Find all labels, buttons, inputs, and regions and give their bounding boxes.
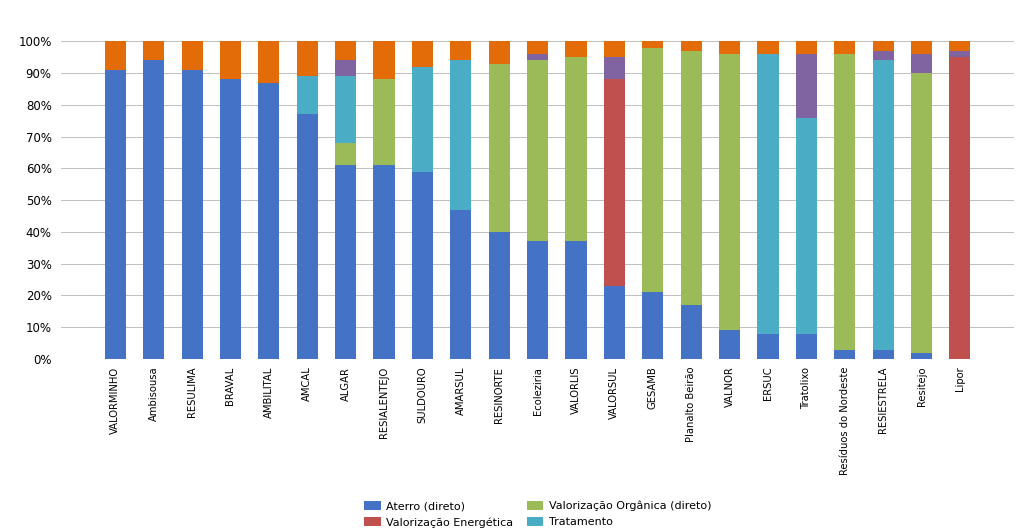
Bar bbox=[335, 165, 356, 359]
Bar bbox=[297, 76, 317, 115]
Bar bbox=[488, 63, 510, 232]
Bar bbox=[451, 41, 471, 60]
Bar bbox=[488, 232, 510, 359]
Bar bbox=[642, 293, 664, 359]
Bar bbox=[681, 41, 701, 51]
Bar bbox=[949, 57, 971, 359]
Bar bbox=[374, 41, 394, 79]
Bar bbox=[565, 241, 587, 359]
Bar bbox=[719, 331, 740, 359]
Bar bbox=[412, 172, 433, 359]
Bar bbox=[220, 79, 241, 359]
Bar bbox=[488, 41, 510, 63]
Bar bbox=[642, 41, 664, 48]
Bar bbox=[604, 79, 625, 286]
Bar bbox=[258, 82, 280, 359]
Bar bbox=[181, 41, 203, 70]
Bar bbox=[796, 54, 817, 118]
Bar bbox=[872, 51, 894, 60]
Bar bbox=[335, 76, 356, 143]
Bar bbox=[758, 334, 778, 359]
Bar bbox=[143, 60, 164, 359]
Bar bbox=[527, 54, 548, 60]
Bar bbox=[143, 41, 164, 60]
Bar bbox=[297, 41, 317, 76]
Bar bbox=[297, 115, 317, 359]
Bar bbox=[412, 41, 433, 67]
Bar bbox=[758, 41, 778, 54]
Bar bbox=[565, 41, 587, 57]
Bar bbox=[374, 165, 394, 359]
Bar bbox=[949, 41, 971, 51]
Bar bbox=[565, 57, 587, 241]
Bar bbox=[758, 54, 778, 334]
Bar bbox=[604, 286, 625, 359]
Bar bbox=[451, 210, 471, 359]
Bar bbox=[451, 60, 471, 210]
Bar bbox=[911, 54, 932, 73]
Legend: Aterro (direto), Valorização Energética, Valorização Orgânica (direto), Tratamen: Aterro (direto), Valorização Energética,… bbox=[359, 496, 716, 528]
Bar bbox=[374, 79, 394, 165]
Bar bbox=[335, 60, 356, 76]
Bar bbox=[719, 41, 740, 54]
Bar bbox=[604, 41, 625, 57]
Bar bbox=[681, 305, 701, 359]
Bar bbox=[911, 353, 932, 359]
Bar bbox=[335, 143, 356, 165]
Bar bbox=[872, 41, 894, 51]
Bar bbox=[835, 41, 855, 54]
Bar bbox=[181, 70, 203, 359]
Bar bbox=[335, 41, 356, 60]
Bar bbox=[835, 54, 855, 350]
Bar bbox=[412, 67, 433, 172]
Bar bbox=[258, 41, 280, 82]
Bar bbox=[220, 41, 241, 79]
Bar bbox=[911, 73, 932, 353]
Bar bbox=[949, 51, 971, 57]
Bar bbox=[527, 60, 548, 241]
Bar bbox=[642, 48, 664, 293]
Bar bbox=[796, 41, 817, 54]
Bar bbox=[796, 118, 817, 334]
Bar bbox=[527, 241, 548, 359]
Bar bbox=[681, 51, 701, 305]
Bar bbox=[796, 334, 817, 359]
Bar bbox=[872, 60, 894, 350]
Bar bbox=[835, 350, 855, 359]
Bar bbox=[911, 41, 932, 54]
Bar bbox=[719, 54, 740, 331]
Bar bbox=[104, 70, 126, 359]
Bar bbox=[872, 350, 894, 359]
Bar bbox=[527, 41, 548, 54]
Bar bbox=[604, 57, 625, 79]
Bar bbox=[104, 41, 126, 70]
